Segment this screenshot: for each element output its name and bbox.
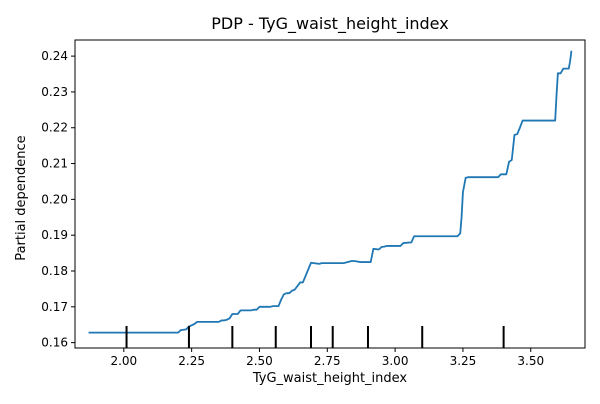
y-tick-label-7: 0.23 (41, 85, 68, 99)
x-tick-label-6: 3.50 (517, 354, 544, 368)
y-tick-label-1: 0.17 (41, 300, 68, 314)
y-axis-label: Partial dependence (14, 135, 29, 260)
x-tick-label-5: 3.25 (450, 354, 477, 368)
y-tick-label-6: 0.22 (41, 121, 68, 135)
x-tick-label-2: 2.50 (246, 354, 273, 368)
x-tick-label-1: 2.25 (178, 354, 205, 368)
x-tick-label-4: 3.00 (382, 354, 409, 368)
x-axis-label: TyG_waist_height_index (252, 371, 408, 386)
y-tick-label-8: 0.24 (41, 49, 68, 63)
y-tick-label-5: 0.21 (41, 157, 68, 171)
x-tick-label-3: 2.75 (314, 354, 341, 368)
y-tick-label-2: 0.18 (41, 264, 68, 278)
y-tick-label-3: 0.19 (41, 228, 68, 242)
axes-frame (74, 39, 586, 349)
plot-area: 2.00 2.25 2.50 2.75 3.00 3.25 3.50 0.16 0.17 0.18… (41, 39, 586, 368)
x-tick-label-0: 2.00 (110, 354, 137, 368)
series-line-0 (88, 50, 573, 334)
chart-title: PDP - TyG_waist_height_index (211, 14, 448, 34)
y-tick-label-0: 0.16 (41, 336, 68, 350)
y-tick-label-4: 0.20 (41, 192, 68, 206)
